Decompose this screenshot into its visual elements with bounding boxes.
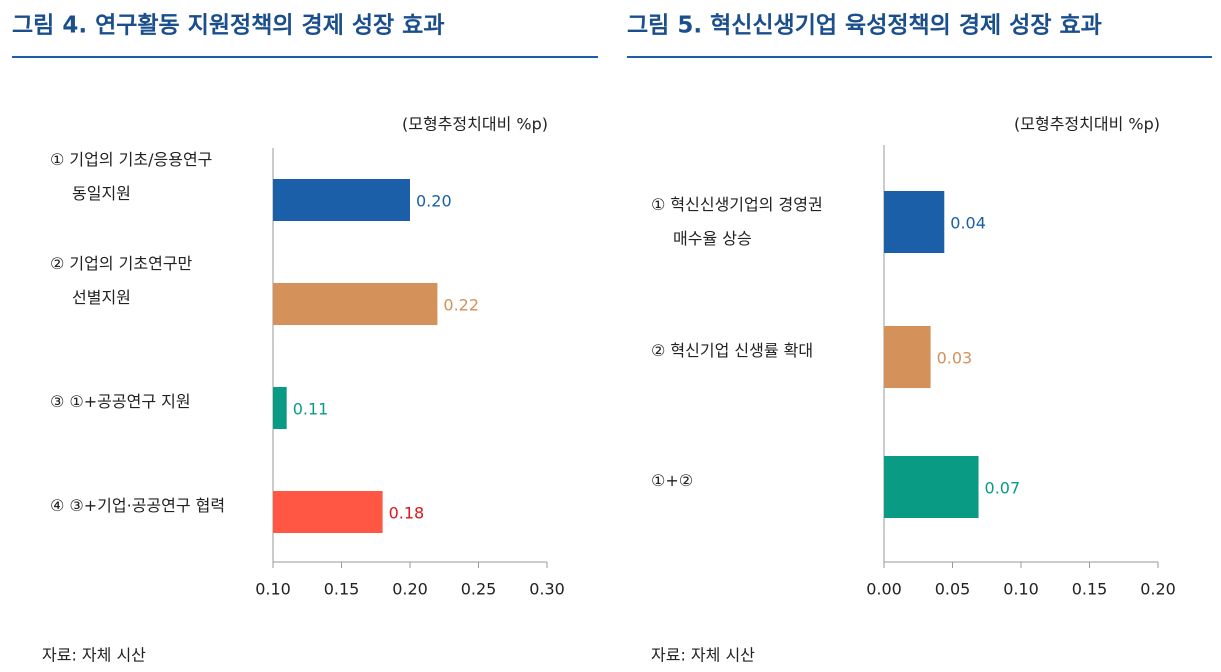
x-tick-label: 0.30	[529, 580, 565, 599]
category-label: ①+②	[651, 471, 693, 490]
x-tick-label: 0.20	[1140, 580, 1176, 599]
x-tick-label: 0.15	[324, 580, 360, 599]
bar	[884, 326, 931, 388]
x-tick-label: 0.15	[1072, 580, 1108, 599]
value-label: 0.11	[293, 400, 329, 419]
value-label: 0.04	[950, 214, 986, 233]
value-label: 0.18	[389, 504, 425, 523]
chart-title: 그림 5. 혁신신생기업 육성정책의 경제 성장 효과	[627, 13, 1102, 39]
x-tick-label: 0.05	[935, 580, 971, 599]
value-label: 0.22	[443, 296, 479, 315]
category-label: ③ ①+공공연구 지원	[50, 392, 191, 411]
x-tick-label: 0.10	[255, 580, 291, 599]
source: 자료: 자체 시산	[651, 646, 755, 665]
bar	[884, 191, 945, 253]
category-label: ① 혁신신생기업의 경영권 매수율 상승	[651, 195, 823, 248]
value-label: 0.07	[985, 479, 1021, 498]
bar	[273, 387, 287, 429]
bar	[273, 283, 438, 325]
source: 자료: 자체 시산	[42, 646, 146, 665]
x-tick-label: 0.25	[461, 580, 497, 599]
x-tick-label: 0.20	[392, 580, 428, 599]
x-tick-label: 0.10	[1003, 580, 1039, 599]
category-label: ④ ③+기업·공공연구 협력	[50, 496, 225, 515]
value-label: 0.03	[937, 349, 973, 368]
bar	[273, 179, 410, 221]
value-label: 0.20	[416, 192, 452, 211]
unit-label: (모형추정치대비 %p)	[1014, 115, 1160, 134]
unit-label: (모형추정치대비 %p)	[402, 115, 548, 134]
category-label: ② 혁신기업 신생률 확대	[651, 341, 813, 360]
bar	[884, 456, 979, 518]
x-tick-label: 0.00	[866, 580, 902, 599]
chart-title: 그림 4. 연구활동 지원정책의 경제 성장 효과	[12, 13, 445, 39]
category-label: ① 기업의 기초/응용연구 동일지원	[50, 150, 212, 203]
category-label: ② 기업의 기초연구만 선별지원	[50, 254, 193, 307]
bar	[273, 491, 383, 533]
